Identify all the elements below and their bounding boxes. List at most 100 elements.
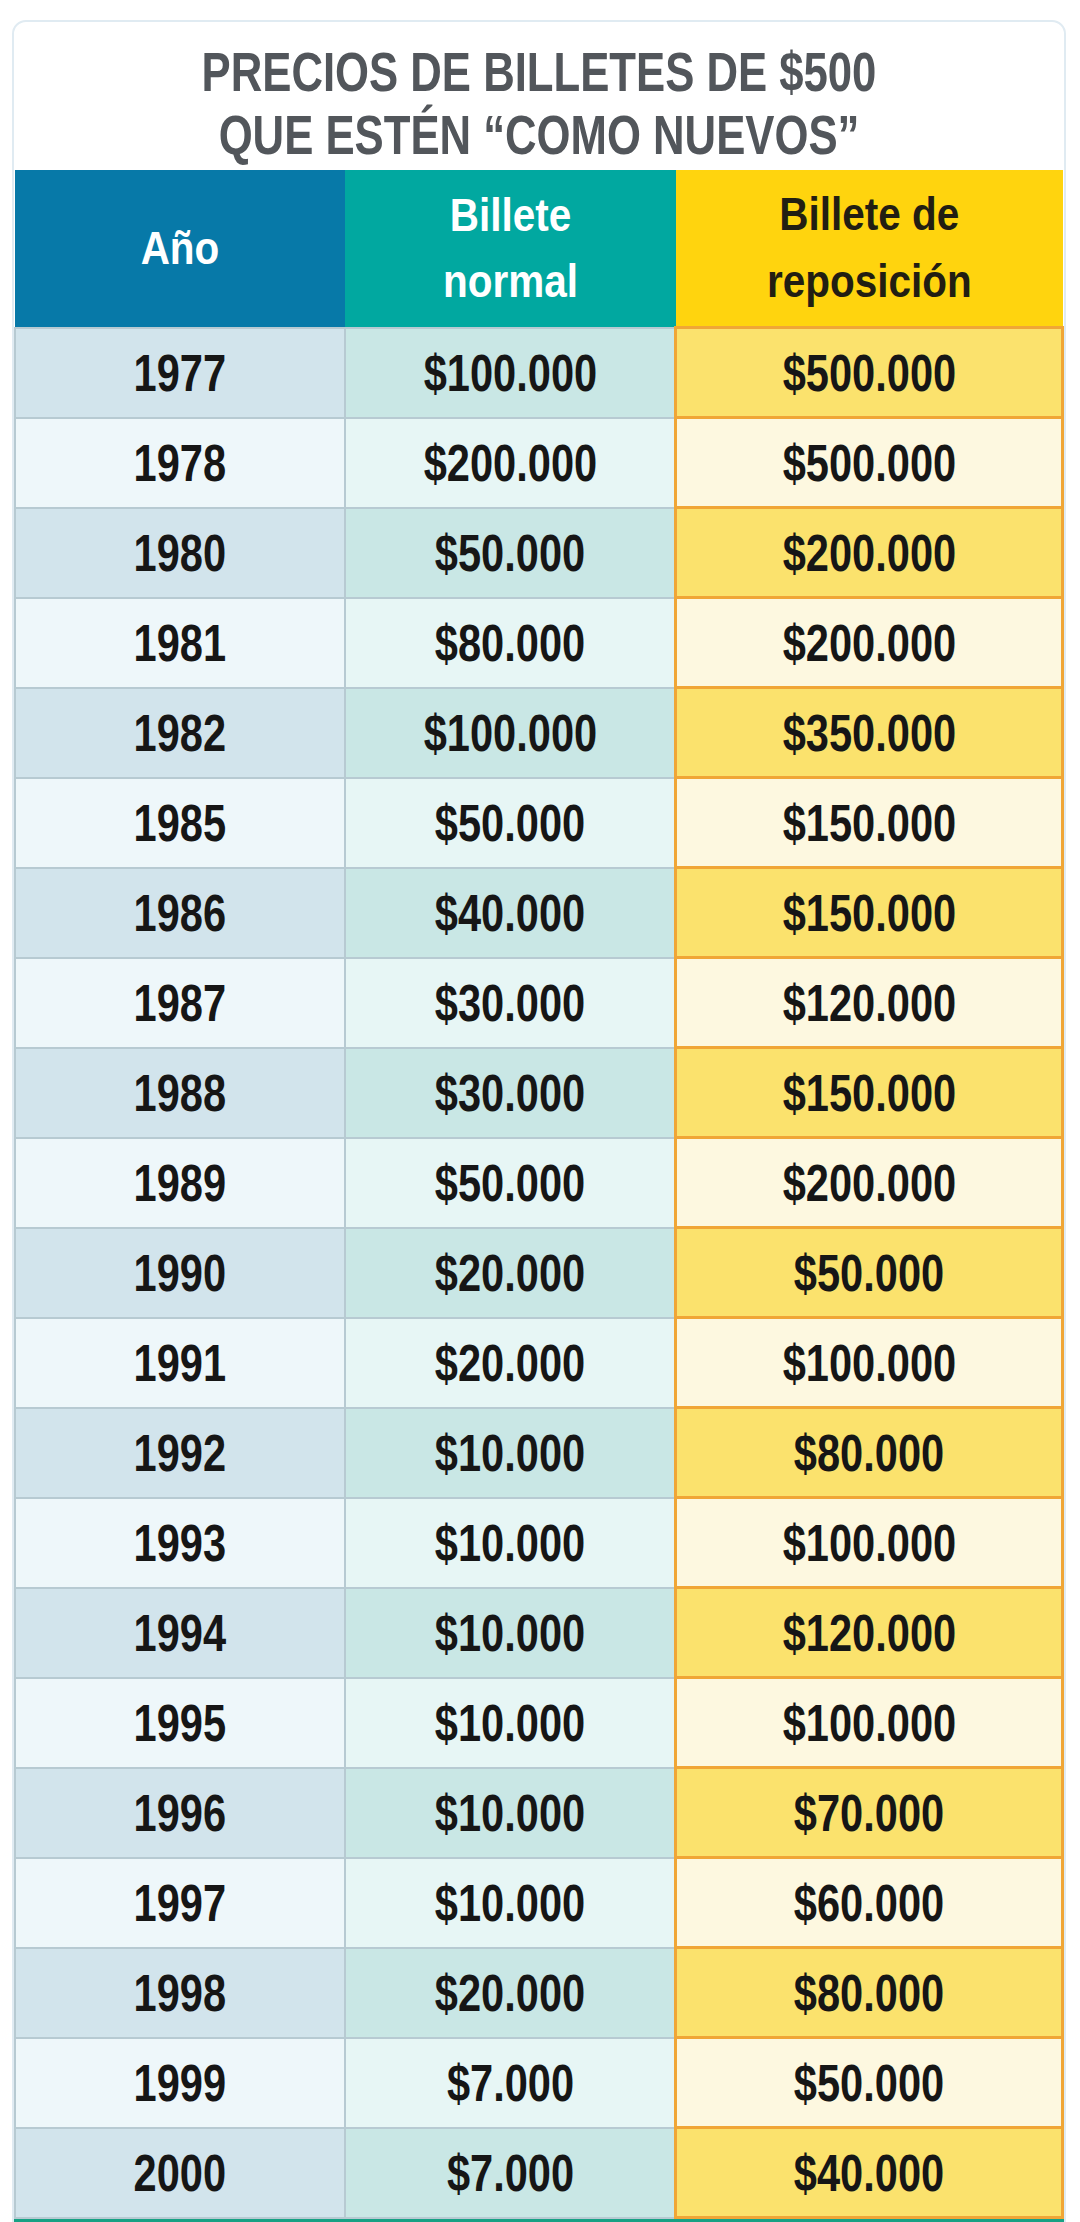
billete-reposicion-cell: $120.000: [676, 1588, 1063, 1678]
billete-reposicion-cell: $50.000: [676, 2038, 1063, 2128]
year-cell: 1998: [15, 1948, 345, 2038]
billete-reposicion-cell: $50.000: [676, 1228, 1063, 1318]
billete-normal-cell: $20.000: [345, 1318, 676, 1408]
year-cell: 1978: [15, 418, 345, 508]
billete-reposicion-cell: $100.000: [676, 1318, 1063, 1408]
title-line-2: QUE ESTÉN “COMO NUEVOS”: [130, 103, 949, 166]
billete-normal-cell: $30.000: [345, 1048, 676, 1138]
year-cell: 1989: [15, 1138, 345, 1228]
billete-reposicion-cell: $100.000: [676, 1498, 1063, 1588]
billete-normal-cell: $10.000: [345, 1678, 676, 1768]
year-cell: 1999: [15, 2038, 345, 2128]
billete-reposicion-cell: $200.000: [676, 1138, 1063, 1228]
billete-reposicion-cell: $150.000: [676, 778, 1063, 868]
price-table-header: Año Billete normal Billete de reposición: [15, 170, 1063, 328]
year-cell: 1985: [15, 778, 345, 868]
year-cell: 1990: [15, 1228, 345, 1318]
table-row: 1990$20.000$50.000: [15, 1228, 1063, 1318]
billete-normal-cell: $100.000: [345, 328, 676, 418]
table-row: 1981$80.000$200.000: [15, 598, 1063, 688]
column-header-normal-line2: normal: [365, 248, 656, 315]
table-row: 1985$50.000$150.000: [15, 778, 1063, 868]
table-row: 1999$7.000$50.000: [15, 2038, 1063, 2128]
column-header-year-label: Año: [35, 215, 325, 282]
billete-reposicion-cell: $40.000: [676, 2128, 1063, 2218]
billete-normal-cell: $10.000: [345, 1408, 676, 1498]
billete-normal-cell: $7.000: [345, 2128, 676, 2218]
billete-reposicion-cell: $200.000: [676, 508, 1063, 598]
billete-normal-cell: $50.000: [345, 778, 676, 868]
table-row: 1993$10.000$100.000: [15, 1498, 1063, 1588]
table-row: 1994$10.000$120.000: [15, 1588, 1063, 1678]
billete-reposicion-cell: $80.000: [676, 1408, 1063, 1498]
billete-normal-cell: $10.000: [345, 1588, 676, 1678]
billete-reposicion-cell: $120.000: [676, 958, 1063, 1048]
column-header-year: Año: [15, 170, 345, 328]
table-row: 1987$30.000$120.000: [15, 958, 1063, 1048]
billete-normal-cell: $100.000: [345, 688, 676, 778]
table-row: 2000$7.000$40.000: [15, 2128, 1063, 2218]
infographic-page: PRECIOS DE BILLETES DE $500 QUE ESTÉN “C…: [0, 0, 1080, 2222]
year-cell: 1994: [15, 1588, 345, 1678]
year-cell: 1992: [15, 1408, 345, 1498]
year-cell: 1981: [15, 598, 345, 688]
year-cell: 1982: [15, 688, 345, 778]
table-row: 1980$50.000$200.000: [15, 508, 1063, 598]
billete-normal-cell: $10.000: [345, 1858, 676, 1948]
table-row: 1998$20.000$80.000: [15, 1948, 1063, 2038]
table-row: 1989$50.000$200.000: [15, 1138, 1063, 1228]
year-cell: 1996: [15, 1768, 345, 1858]
table-row: 1991$20.000$100.000: [15, 1318, 1063, 1408]
year-cell: 1995: [15, 1678, 345, 1768]
billete-reposicion-cell: $500.000: [676, 418, 1063, 508]
billete-reposicion-cell: $60.000: [676, 1858, 1063, 1948]
column-header-normal-line1: Billete: [365, 182, 656, 249]
year-cell: 1993: [15, 1498, 345, 1588]
table-row: 1997$10.000$60.000: [15, 1858, 1063, 1948]
billete-normal-cell: $20.000: [345, 1228, 676, 1318]
column-header-billete-normal: Billete normal: [345, 170, 676, 328]
year-cell: 1977: [15, 328, 345, 418]
billete-normal-cell: $7.000: [345, 2038, 676, 2128]
billete-reposicion-cell: $500.000: [676, 328, 1063, 418]
billete-normal-cell: $20.000: [345, 1948, 676, 2038]
column-header-repos-line1: Billete de: [699, 181, 1039, 248]
billete-normal-cell: $40.000: [345, 868, 676, 958]
billete-reposicion-cell: $80.000: [676, 1948, 1063, 2038]
year-cell: 2000: [15, 2128, 345, 2218]
billete-reposicion-cell: $350.000: [676, 688, 1063, 778]
billete-reposicion-cell: $70.000: [676, 1768, 1063, 1858]
billete-reposicion-cell: $150.000: [676, 868, 1063, 958]
table-row: 1992$10.000$80.000: [15, 1408, 1063, 1498]
billete-reposicion-cell: $150.000: [676, 1048, 1063, 1138]
billete-reposicion-cell: $200.000: [676, 598, 1063, 688]
billete-normal-cell: $10.000: [345, 1768, 676, 1858]
page-title: PRECIOS DE BILLETES DE $500 QUE ESTÉN “C…: [14, 22, 1064, 170]
table-row: 1996$10.000$70.000: [15, 1768, 1063, 1858]
table-row: 1977$100.000$500.000: [15, 328, 1063, 418]
column-header-billete-reposicion: Billete de reposición: [676, 170, 1063, 328]
billete-normal-cell: $50.000: [345, 1138, 676, 1228]
price-table-body: 1977$100.000$500.0001978$200.000$500.000…: [15, 328, 1063, 2218]
year-cell: 1991: [15, 1318, 345, 1408]
billete-normal-cell: $200.000: [345, 418, 676, 508]
year-cell: 1997: [15, 1858, 345, 1948]
year-cell: 1988: [15, 1048, 345, 1138]
billete-normal-cell: $80.000: [345, 598, 676, 688]
table-row: 1986$40.000$150.000: [15, 868, 1063, 958]
column-header-repos-line2: reposición: [699, 248, 1039, 315]
billete-normal-cell: $10.000: [345, 1498, 676, 1588]
year-cell: 1987: [15, 958, 345, 1048]
table-row: 1988$30.000$150.000: [15, 1048, 1063, 1138]
billete-reposicion-cell: $100.000: [676, 1678, 1063, 1768]
year-cell: 1986: [15, 868, 345, 958]
billete-normal-cell: $30.000: [345, 958, 676, 1048]
table-row: 1982$100.000$350.000: [15, 688, 1063, 778]
table-row: 1978$200.000$500.000: [15, 418, 1063, 508]
billete-normal-cell: $50.000: [345, 508, 676, 598]
title-line-1: PRECIOS DE BILLETES DE $500: [130, 40, 949, 103]
year-cell: 1980: [15, 508, 345, 598]
table-row: 1995$10.000$100.000: [15, 1678, 1063, 1768]
price-table-card: PRECIOS DE BILLETES DE $500 QUE ESTÉN “C…: [12, 20, 1066, 2222]
price-table: Año Billete normal Billete de reposición…: [14, 170, 1064, 2219]
